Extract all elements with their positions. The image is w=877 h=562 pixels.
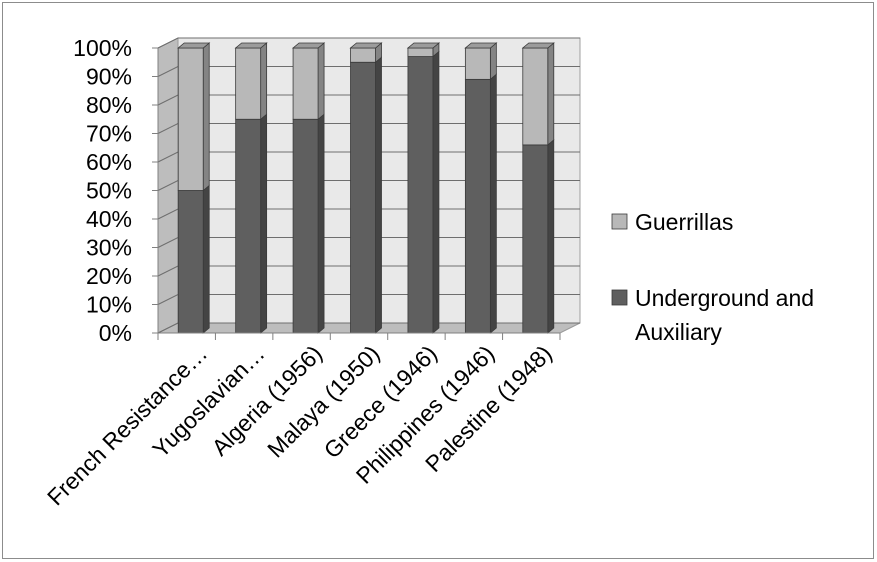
bar-side bbox=[375, 56, 382, 334]
bar-stack bbox=[464, 42, 498, 334]
bar-side bbox=[547, 42, 555, 146]
y-tick-label: 20% bbox=[86, 263, 132, 289]
bar-segment-guerrillas bbox=[464, 42, 498, 81]
bar-front bbox=[464, 47, 491, 80]
bar-front bbox=[177, 47, 204, 191]
bar-series bbox=[177, 42, 555, 334]
bar-segment-guerrillas bbox=[349, 42, 383, 64]
bar-front bbox=[292, 47, 319, 120]
bar-top bbox=[406, 42, 441, 49]
bar-side bbox=[489, 73, 497, 334]
bar-stack bbox=[291, 42, 326, 334]
bar-segment-guerrillas bbox=[291, 42, 326, 121]
y-tick-label: 30% bbox=[86, 235, 132, 261]
bar-segment-underground bbox=[235, 113, 268, 334]
y-tick-label: 90% bbox=[86, 64, 132, 90]
legend-label: Guerrillas bbox=[635, 209, 733, 235]
bar-side bbox=[202, 42, 210, 192]
bar-segment-guerrillas bbox=[406, 42, 441, 58]
legend-label: Underground and Auxiliary bbox=[635, 285, 814, 345]
bar-top bbox=[177, 42, 211, 49]
bar-front bbox=[235, 118, 262, 334]
y-tick-label: 10% bbox=[86, 292, 132, 318]
bar-front bbox=[464, 78, 491, 334]
bar-front bbox=[292, 118, 319, 334]
bar-side bbox=[489, 42, 497, 81]
bar-front bbox=[407, 47, 434, 57]
bar-top bbox=[291, 42, 326, 49]
bar-front bbox=[407, 56, 434, 334]
y-tick-label: 60% bbox=[86, 149, 132, 175]
y-tick-label: 80% bbox=[86, 92, 132, 118]
bar-side bbox=[317, 113, 325, 334]
y-tick-label: 40% bbox=[86, 206, 132, 232]
bar-front bbox=[522, 47, 549, 146]
legend-swatch bbox=[611, 289, 628, 306]
legend: Guerrillas Underground and Auxiliary bbox=[611, 209, 814, 345]
bar-segment-guerrillas bbox=[521, 42, 555, 146]
x-axis: French Resistance…Yugoslavian…Algeria (1… bbox=[42, 332, 561, 510]
bar-side bbox=[260, 42, 268, 121]
bar-stack bbox=[234, 42, 268, 334]
bar-front bbox=[235, 47, 262, 120]
legend-swatch bbox=[611, 213, 628, 230]
y-axis: 0%10% 20%30% 40%50% 60%70% 80%90% 100% bbox=[73, 35, 159, 346]
bar-segment-underground bbox=[464, 73, 497, 334]
bar-stack bbox=[349, 42, 383, 334]
y-tick-label: 0% bbox=[99, 320, 132, 346]
bar-top bbox=[521, 42, 555, 49]
bar-side bbox=[547, 139, 555, 334]
bar-segment-guerrillas bbox=[177, 42, 211, 192]
bar-stack bbox=[521, 42, 555, 334]
bar-stack bbox=[177, 42, 211, 334]
bar-segment-underground bbox=[177, 184, 210, 334]
bar-segment-underground bbox=[292, 113, 325, 334]
bar-front bbox=[177, 190, 204, 334]
bar-segment-underground bbox=[407, 50, 440, 334]
bar-front bbox=[522, 144, 549, 334]
bar-side bbox=[202, 184, 210, 334]
bar-front bbox=[350, 61, 376, 334]
gridline bbox=[157, 37, 580, 49]
y-tick-label: 70% bbox=[86, 121, 132, 147]
bar-side bbox=[317, 42, 325, 121]
bar-top bbox=[464, 42, 498, 49]
bar-front bbox=[350, 47, 376, 63]
bar-stack bbox=[406, 42, 441, 334]
bar-side bbox=[432, 50, 440, 334]
y-tick-label: 50% bbox=[86, 178, 132, 204]
y-tick-label: 100% bbox=[73, 35, 132, 61]
bar-side bbox=[260, 113, 268, 334]
bar-segment-guerrillas bbox=[234, 42, 268, 121]
bar-segment-underground bbox=[350, 56, 382, 334]
bar-top bbox=[234, 42, 268, 49]
bar-segment-underground bbox=[522, 139, 555, 334]
bar-top bbox=[349, 42, 383, 49]
